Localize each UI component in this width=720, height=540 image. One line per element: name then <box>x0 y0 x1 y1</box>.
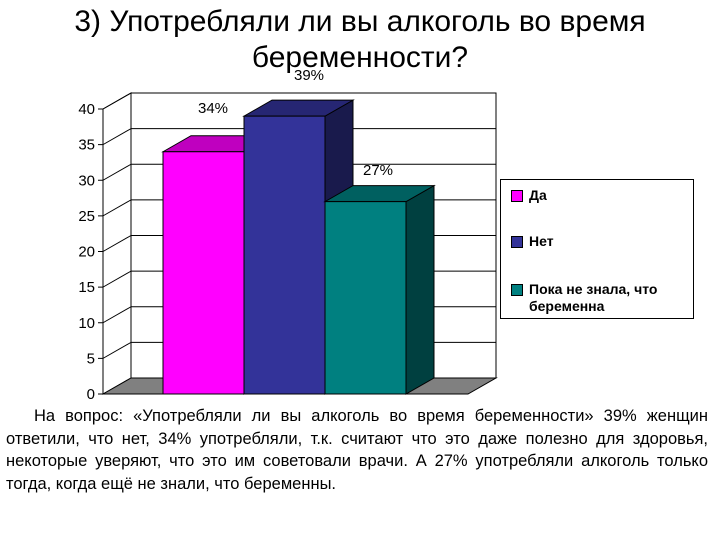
y-tick-label: 0 <box>87 386 95 400</box>
legend-label-net: Нет <box>529 233 554 249</box>
y-tick-label: 10 <box>78 315 95 332</box>
legend-item-da: Да <box>511 187 689 204</box>
bar-0 <box>162 151 245 395</box>
bar-2 <box>324 201 407 395</box>
data-label-0: 34% <box>198 100 228 117</box>
legend-swatch-net <box>511 236 523 248</box>
gridline-side <box>102 270 132 288</box>
y-tick-label: 15 <box>78 279 95 296</box>
gridline-side <box>102 306 132 324</box>
data-label-2: 27% <box>363 162 393 179</box>
gridline-side <box>102 163 132 181</box>
gridline-side <box>102 235 132 252</box>
gridline-side <box>102 199 132 217</box>
bar-chart: 0 5 10 15 20 25 30 35 40 34% 39% 27% <box>78 67 498 400</box>
y-tick-label: 25 <box>78 208 95 225</box>
legend-label-ne-znala: Пока не знала, что беременна <box>529 281 658 314</box>
legend-label-da: Да <box>529 187 547 203</box>
legend-item-ne-znala: Пока не знала, что беременна <box>511 281 689 315</box>
chart-legend: Да Нет Пока не знала, что беременна <box>500 179 694 319</box>
bar-1 <box>243 115 326 395</box>
y-tick-label: 40 <box>78 101 95 118</box>
legend-swatch-ne-znala <box>511 284 523 296</box>
slide-title: 3) Употребляли ли вы алкоголь во время б… <box>74 5 646 74</box>
y-tick-label: 35 <box>78 137 95 154</box>
legend-item-net: Нет <box>511 233 689 250</box>
y-tick-label: 5 <box>87 350 95 367</box>
gridline-side <box>102 92 132 110</box>
y-tick-label: 30 <box>78 172 95 189</box>
caption-text: На вопрос: «Употребляли ли вы алкоголь в… <box>6 407 708 493</box>
bar-side-2 <box>405 184 435 395</box>
y-tick-label: 20 <box>78 244 95 261</box>
gridline-side <box>102 341 132 359</box>
gridline-side <box>102 128 132 146</box>
legend-swatch-da <box>511 190 523 202</box>
data-label-1: 39% <box>294 67 324 84</box>
